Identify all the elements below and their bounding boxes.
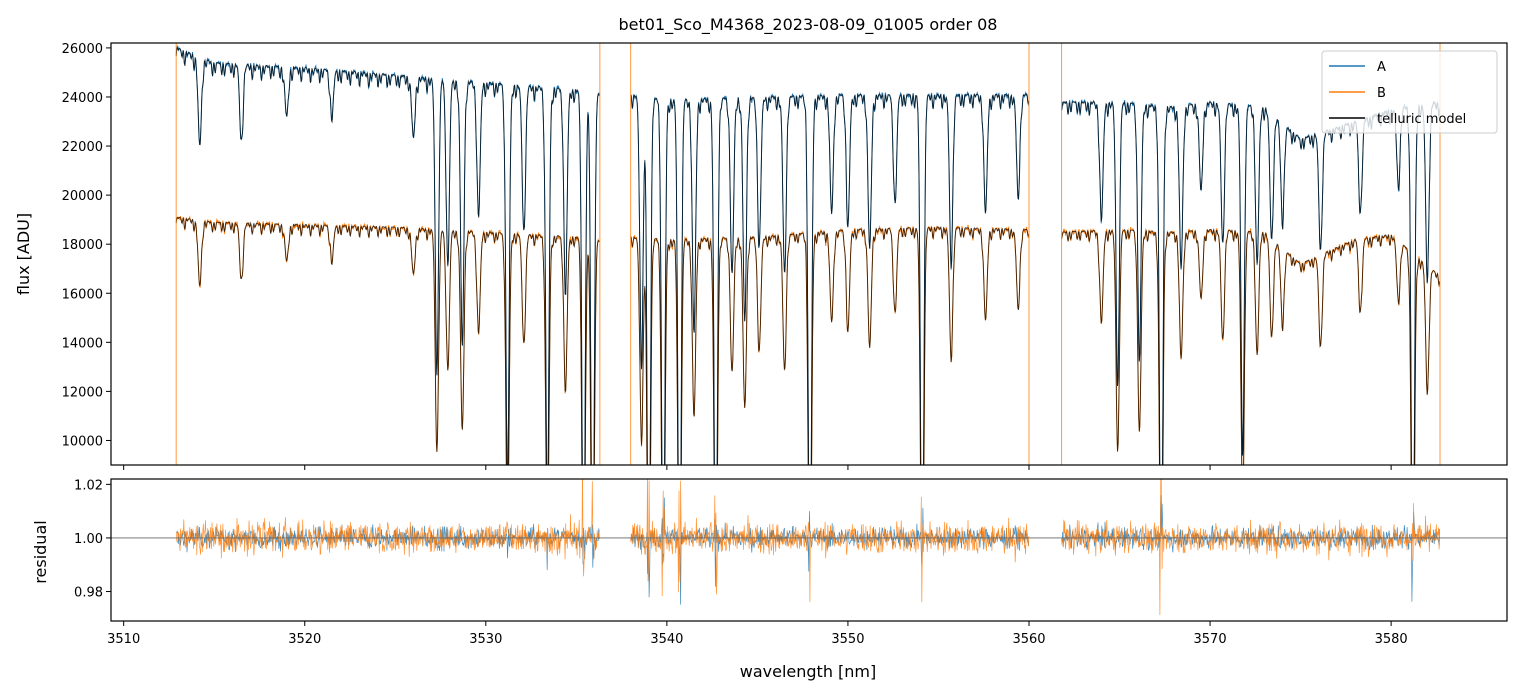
spectrum-y-tick-label: 22000 bbox=[62, 140, 103, 155]
series-b-line-segment-2 bbox=[1061, 227, 1441, 465]
spectrum-x-axis bbox=[123, 465, 1392, 470]
legend-label-telluric: telluric model bbox=[1377, 112, 1466, 127]
spectrum-plot-area bbox=[175, 43, 1441, 465]
residual-x-axis: 3510 3520 3530 3540 3550 3560 3570 3580 bbox=[107, 621, 1408, 647]
spectrum-y-tick-label: 24000 bbox=[62, 91, 103, 106]
residual-x-tick-label: 3560 bbox=[1012, 632, 1045, 647]
residual-y-tick-label: 0.98 bbox=[74, 586, 103, 601]
x-axis-label: wavelength [nm] bbox=[740, 662, 877, 681]
spectrum-axes-frame bbox=[110, 42, 1508, 466]
residual-b-line-segment-0 bbox=[175, 479, 600, 577]
legend: A B telluric model bbox=[1321, 50, 1498, 134]
spectrum-y-axis-label: flux [ADU] bbox=[14, 213, 33, 295]
legend-box bbox=[1321, 50, 1498, 134]
legend-label-b: B bbox=[1377, 86, 1386, 101]
residual-x-tick-label: 3570 bbox=[1194, 632, 1227, 647]
residual-x-tick-label: 3510 bbox=[107, 632, 140, 647]
telluric-model-b-segment-1 bbox=[630, 225, 1030, 465]
spectrum-y-tick-label: 14000 bbox=[62, 336, 103, 351]
residual-x-tick-label: 3580 bbox=[1375, 632, 1408, 647]
chart-title: bet01_Sco_M4368_2023-08-09_01005 order 0… bbox=[619, 15, 998, 35]
telluric-model-a-segment-0 bbox=[175, 46, 600, 465]
residual-plot-area bbox=[111, 479, 1507, 616]
residual-y-tick-label: 1.00 bbox=[74, 532, 103, 547]
spectrum-y-tick-label: 20000 bbox=[62, 189, 103, 204]
telluric-model-b-segment-0 bbox=[175, 216, 600, 465]
residual-y-tick-label: 1.02 bbox=[74, 478, 103, 493]
telluric-model-b-segment-2 bbox=[1061, 227, 1441, 465]
telluric-model-a-segment-1 bbox=[630, 93, 1030, 465]
spectrum-panel: 10000 12000 14000 16000 18000 20000 22000 24000… bbox=[14, 42, 1508, 470]
spectrum-y-tick-label: 18000 bbox=[62, 238, 103, 253]
residual-x-tick-label: 3520 bbox=[288, 632, 321, 647]
residual-y-axis-label: residual bbox=[31, 520, 50, 583]
residual-panel: 0.98 1.00 1.02 3510 3520 3530 3540 3550 3560 357… bbox=[31, 478, 1508, 681]
spectrum-y-tick-label: 12000 bbox=[62, 385, 103, 400]
residual-x-tick-label: 3530 bbox=[469, 632, 502, 647]
residual-x-tick-label: 3540 bbox=[650, 632, 683, 647]
residual-y-axis: 0.98 1.00 1.02 bbox=[74, 478, 111, 601]
spectrum-y-tick-label: 16000 bbox=[62, 287, 103, 302]
spectrum-y-axis: 10000 12000 14000 16000 18000 20000 22000 24000… bbox=[62, 42, 111, 449]
residual-x-tick-label: 3550 bbox=[831, 632, 864, 647]
spectrum-y-tick-label: 10000 bbox=[62, 434, 103, 449]
residual-axes-frame bbox=[110, 478, 1508, 622]
residual-b-line-segment-2 bbox=[1061, 479, 1440, 616]
spectrum-y-tick-label: 26000 bbox=[62, 42, 103, 57]
legend-label-a: A bbox=[1377, 60, 1386, 75]
